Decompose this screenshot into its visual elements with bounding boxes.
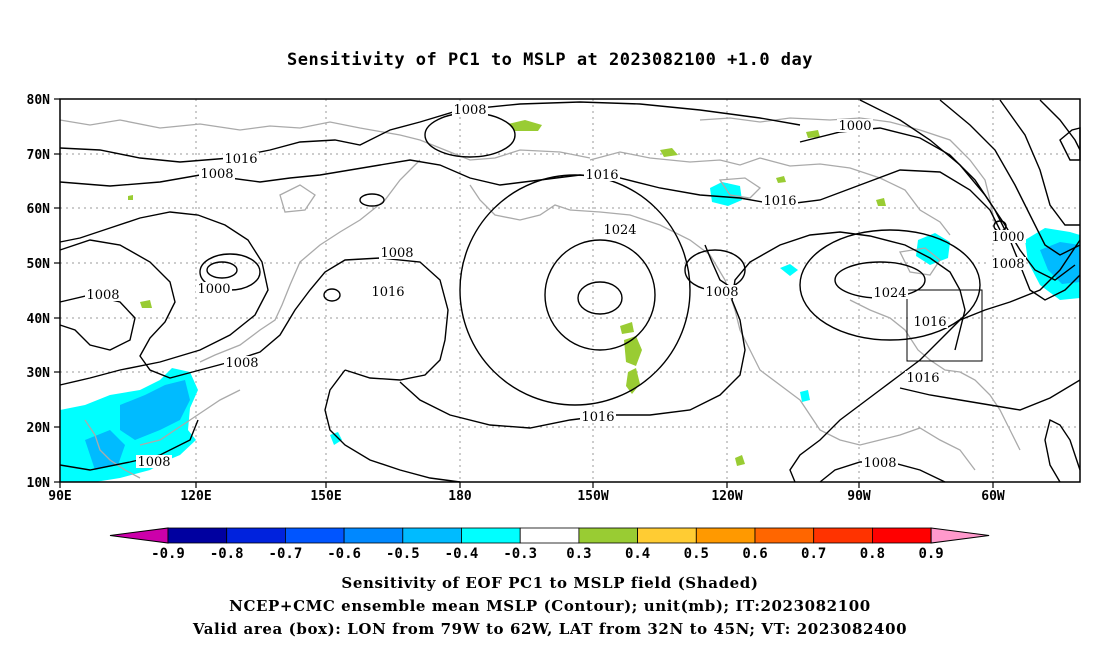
contour-label-bg <box>837 119 873 132</box>
lon-label: 150W <box>577 489 608 504</box>
colorbar: -0.9 -0.8 -0.7 -0.6 -0.5 -0.4 -0.3 0.3 0.4 0.5 0.6… <box>109 527 990 562</box>
colorbar-tick-label: 0.8 <box>860 546 885 562</box>
caption-line-1: Sensitivity of EOF PC1 to MSLP field (Sh… <box>341 574 759 592</box>
contour-label: 1000 <box>197 282 230 297</box>
chart-title: Sensitivity of PC1 to MSLP at 2023082100… <box>286 50 813 70</box>
colorbar-tick-label: 0.6 <box>742 546 767 562</box>
lat-label: 40N <box>27 312 51 327</box>
colorbar-tick-label: -0.6 <box>327 546 361 562</box>
colorbar-segment <box>226 527 286 544</box>
contour-label-bg <box>224 356 260 369</box>
contour-label: 1008 <box>225 356 258 371</box>
colorbar-segment <box>519 527 580 544</box>
contour-label: 1000 <box>838 119 871 134</box>
lat-label: 10N <box>27 476 51 491</box>
contour-label: 1024 <box>603 223 636 238</box>
colorbar-left-arrow <box>109 527 169 544</box>
contour-label-bg <box>602 223 638 236</box>
contour-label-bg <box>990 257 1026 270</box>
colorbar-segment <box>637 527 697 544</box>
lat-label: 20N <box>27 421 51 436</box>
colorbar-segment <box>461 527 521 544</box>
contour-label: 1008 <box>380 246 413 261</box>
colorbar-tick-label: -0.4 <box>445 546 479 562</box>
contour-label-bg <box>85 288 121 301</box>
colorbar-tick-label: -0.9 <box>151 546 185 562</box>
colorbar-tick-label: 0.9 <box>918 546 943 562</box>
contour-label-bg <box>223 152 259 165</box>
contour-label-bg <box>584 168 620 181</box>
colorbar-segment <box>754 527 815 544</box>
lat-label: 70N <box>27 148 51 163</box>
contour-label-bg <box>379 246 415 259</box>
contour-label-bg <box>580 410 616 423</box>
lat-label: 80N <box>27 93 51 108</box>
lon-label: 90E <box>48 489 71 504</box>
colorbar-tick-label: 0.4 <box>625 546 650 562</box>
contour-label: 1008 <box>705 285 738 300</box>
contour-label: 1016 <box>913 315 946 330</box>
colorbar-tick-label: 0.7 <box>801 546 826 562</box>
colorbar-tick-label: -0.5 <box>386 546 420 562</box>
lon-label: 120E <box>180 489 211 504</box>
colorbar-segment <box>872 527 932 544</box>
contour-label: 1016 <box>906 371 939 386</box>
contour-label: 1016 <box>581 410 614 425</box>
colorbar-segment <box>578 527 639 544</box>
contour-label: 1008 <box>86 288 119 303</box>
colorbar-segment <box>167 527 228 544</box>
contour-label-bg <box>905 371 941 384</box>
contour-label-bg <box>862 456 898 469</box>
contour-label: 1000 <box>991 230 1024 245</box>
colorbar-tick-label: -0.7 <box>269 546 303 562</box>
contour-label-bg <box>872 286 908 299</box>
colorbar-segment <box>343 527 404 544</box>
colorbar-segment <box>402 527 462 544</box>
contour-label-bg <box>912 315 948 328</box>
colorbar-segment <box>284 527 345 544</box>
contour-label-bg <box>990 230 1026 243</box>
contour-label: 1008 <box>991 257 1024 272</box>
contour-label: 1016 <box>763 194 796 209</box>
longitude-labels: 90E 120E 150E 180 150W 120W 90W 60W <box>48 489 1005 504</box>
contour-label-bg <box>136 455 172 468</box>
latitude-labels: 80N 70N 60N 50N 40N 30N 20N 10N <box>27 93 51 491</box>
contour-label-bg <box>704 285 740 298</box>
colorbar-tick-label: -0.8 <box>210 546 244 562</box>
lon-label: 180 <box>448 489 472 504</box>
contour-label-bg <box>762 194 798 207</box>
contour-label: 1008 <box>200 167 233 182</box>
colorbar-tick-label: 0.5 <box>684 546 709 562</box>
contour-label: 1008 <box>863 456 896 471</box>
contour-label-bg <box>196 282 232 295</box>
caption-line-2: NCEP+CMC ensemble mean MSLP (Contour); u… <box>229 597 871 615</box>
caption-line-3: Valid area (box): LON from 79W to 62W, L… <box>192 620 908 638</box>
lat-label: 30N <box>27 366 51 381</box>
colorbar-right-arrow <box>930 527 990 544</box>
lat-label: 60N <box>27 202 51 217</box>
lon-label: 150E <box>310 489 341 504</box>
lon-label: 90W <box>847 489 871 504</box>
contour-label: 1024 <box>873 286 906 301</box>
colorbar-segment <box>813 527 873 544</box>
contour-label: 1008 <box>453 103 486 118</box>
contour-label-bg <box>199 167 235 180</box>
contour-label-bg <box>370 285 406 298</box>
contour-label: 1016 <box>585 168 618 183</box>
valid-area-box <box>906 289 983 362</box>
colorbar-segment <box>695 527 756 544</box>
contour-label: 1016 <box>371 285 404 300</box>
contour-label: 1016 <box>224 152 257 167</box>
colorbar-tick-label: -0.3 <box>503 546 537 562</box>
lon-label: 60W <box>981 489 1005 504</box>
lat-label: 50N <box>27 257 51 272</box>
lon-label: 120W <box>711 489 742 504</box>
colorbar-tick-label: 0.3 <box>566 546 591 562</box>
contour-label-bg <box>452 103 488 116</box>
contour-label: 1008 <box>137 455 170 470</box>
